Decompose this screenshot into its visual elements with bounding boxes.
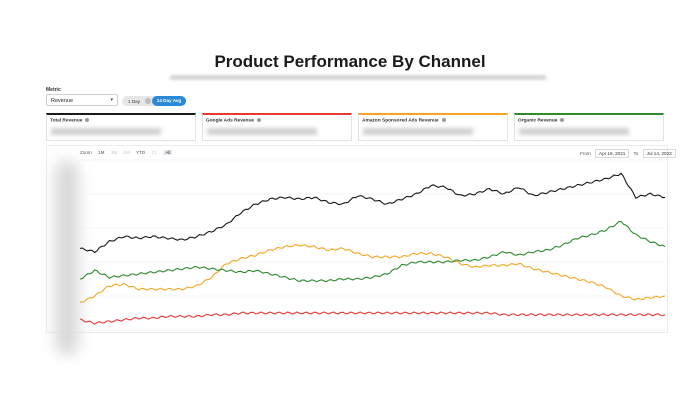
card-value-redacted: [51, 128, 161, 135]
zoom-controls: Zoom 1M 3M 6M YTD 1Y All: [80, 150, 177, 155]
card-label: Total Revenue: [50, 118, 83, 124]
card-value-redacted: [363, 128, 473, 135]
card-value-redacted: [519, 128, 629, 135]
info-icon[interactable]: [257, 118, 262, 122]
range-to-label: To: [633, 151, 639, 156]
range-from-input[interactable]: Apr 18, 2021: [595, 149, 630, 158]
info-icon[interactable]: [85, 118, 90, 122]
series-line-amazon-sponsored-ads-revenue[interactable]: [79, 244, 666, 303]
card-organic-revenue[interactable]: Organic Revenue: [514, 113, 664, 141]
card-label: Google Ads Revenue: [206, 118, 255, 124]
zoom-option-ytd[interactable]: YTD: [135, 150, 146, 155]
y-axis-labels-redacted: [55, 160, 79, 355]
info-icon[interactable]: [560, 118, 565, 122]
chevron-down-icon: ▾: [110, 97, 113, 103]
zoom-option-1m[interactable]: 1M: [98, 150, 105, 155]
card-google-ads-revenue[interactable]: Google Ads Revenue: [202, 113, 352, 141]
card-amazon-sponsored-ads-revenue[interactable]: Amazon Sponsored Ads Revenue: [358, 113, 508, 141]
series-line-organic-revenue[interactable]: [79, 220, 666, 283]
series-line-google-ads-revenue[interactable]: [79, 311, 666, 325]
zoom-option-1y[interactable]: 1Y: [151, 150, 158, 155]
zoom-option-3m[interactable]: 3M: [110, 150, 118, 155]
card-value-redacted: [207, 128, 317, 135]
metric-select[interactable]: Revenue ▾: [46, 94, 118, 106]
card-total-revenue[interactable]: Total Revenue: [46, 113, 196, 141]
toggle-option-14day-avg[interactable]: 14 Day Avg: [152, 96, 186, 106]
page-title: Product Performance By Channel: [214, 52, 486, 71]
series-line-total-revenue[interactable]: [79, 172, 666, 254]
date-range: From Apr 18, 2021 To Jul 14, 2023: [580, 149, 679, 158]
range-from-label: From: [580, 151, 591, 156]
toggle-knob[interactable]: [145, 98, 151, 104]
zoom-option-all[interactable]: All: [163, 150, 173, 155]
card-label: Organic Revenue: [518, 118, 558, 124]
metric-select-value: Revenue: [51, 98, 74, 104]
card-label: Amazon Sponsored Ads Revenue: [362, 118, 439, 124]
metric-label: Metric: [46, 87, 61, 93]
page-subtitle-redacted: [170, 75, 546, 80]
zoom-option-6m[interactable]: 6M: [123, 150, 130, 155]
zoom-label: Zoom: [80, 150, 92, 155]
info-icon[interactable]: [441, 118, 446, 122]
toggle-option-1day[interactable]: 1 Day: [128, 98, 141, 104]
chart-container: [46, 145, 668, 333]
aggregation-toggle[interactable]: 1 Day 14 Day Avg: [122, 96, 186, 106]
range-to-input[interactable]: Jul 14, 2023: [642, 149, 676, 158]
